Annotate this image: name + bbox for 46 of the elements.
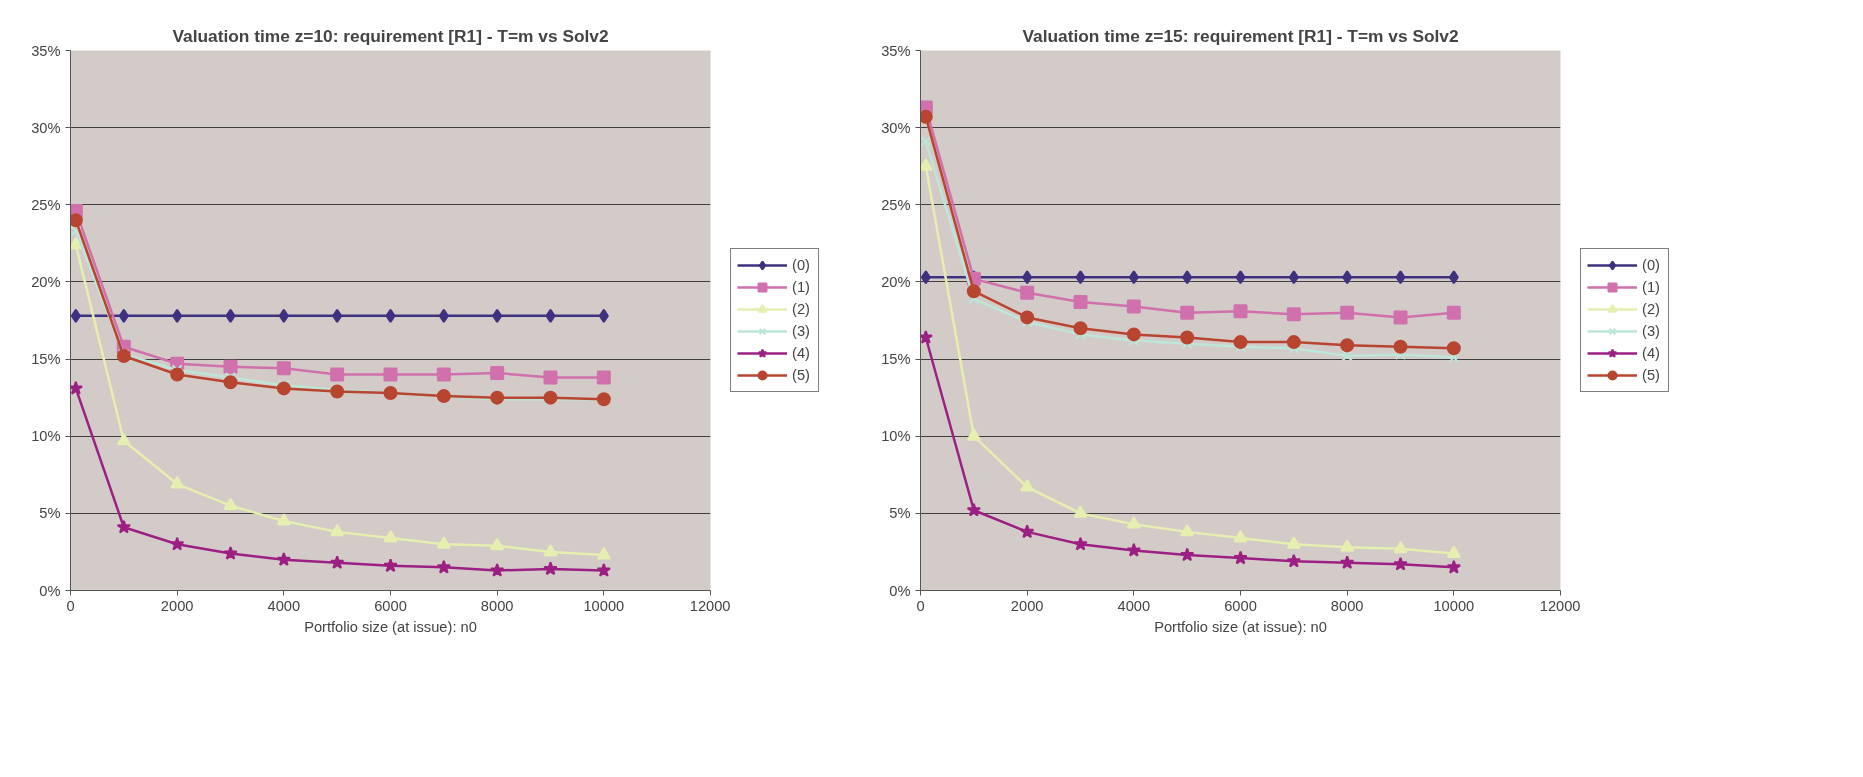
y-tick-label: 30% (881, 119, 911, 136)
y-tick-label: 10% (31, 428, 61, 445)
x-tick-label: 6000 (374, 597, 407, 614)
x-tick-label: 10000 (583, 597, 625, 614)
x-tick-label: 2000 (1010, 597, 1044, 614)
x-tick-label: 4000 (267, 597, 301, 614)
y-tick-label: 5% (889, 505, 911, 522)
legend-label: (4) (792, 345, 811, 361)
x-tick-label: 10000 (1433, 597, 1475, 614)
legend-label: (1) (1642, 279, 1661, 295)
legend-label: (3) (1642, 323, 1661, 339)
legend-label: (3) (792, 323, 811, 339)
legend-label: (4) (1642, 345, 1661, 361)
y-tick-label: 35% (881, 42, 911, 59)
x-axis-title: Portfolio size (at issue): n0 (304, 618, 477, 635)
x-tick-label: 12000 (1539, 597, 1581, 614)
x-tick-label: 12000 (689, 597, 731, 614)
y-tick-label: 0% (889, 582, 911, 599)
x-tick-label: 6000 (1224, 597, 1257, 614)
chart-title: Valuation time z=15: requirement [R1] - T=m vs Solv2 (1022, 25, 1459, 46)
x-axis-title: Portfolio size (at issue): n0 (1154, 618, 1327, 635)
y-tick-label: 30% (31, 119, 61, 136)
y-tick-label: 25% (881, 196, 911, 213)
x-tick-label: 0 (916, 597, 925, 614)
y-tick-label: 10% (881, 428, 911, 445)
x-tick-label: 8000 (480, 597, 514, 614)
y-tick-label: 35% (31, 42, 61, 59)
legend-label: (2) (1642, 301, 1661, 317)
x-tick-label: 0 (66, 597, 75, 614)
legend-label: (0) (1642, 257, 1661, 273)
legend-label: (1) (792, 279, 811, 295)
legend-label: (0) (792, 257, 811, 273)
y-tick-label: 15% (31, 351, 61, 368)
x-tick-label: 2000 (160, 597, 194, 614)
y-tick-label: 20% (881, 273, 911, 290)
y-tick-label: 15% (881, 351, 911, 368)
y-tick-label: 20% (31, 273, 61, 290)
legend-label: (2) (792, 301, 811, 317)
chart-title: Valuation time z=10: requirement [R1] - T=m vs Solv2 (172, 25, 609, 46)
legend-label: (5) (792, 367, 811, 383)
x-tick-label: 8000 (1330, 597, 1364, 614)
y-tick-label: 25% (31, 196, 61, 213)
x-tick-label: 4000 (1117, 597, 1151, 614)
y-tick-label: 5% (39, 505, 61, 522)
y-tick-label: 0% (39, 582, 61, 599)
legend-label: (5) (1642, 367, 1661, 383)
